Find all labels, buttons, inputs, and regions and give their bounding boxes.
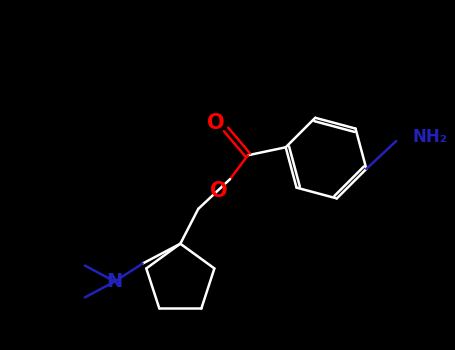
Text: O: O: [210, 181, 228, 201]
Text: NH₂: NH₂: [412, 128, 447, 146]
Text: O: O: [207, 113, 225, 133]
Text: N: N: [106, 272, 123, 291]
